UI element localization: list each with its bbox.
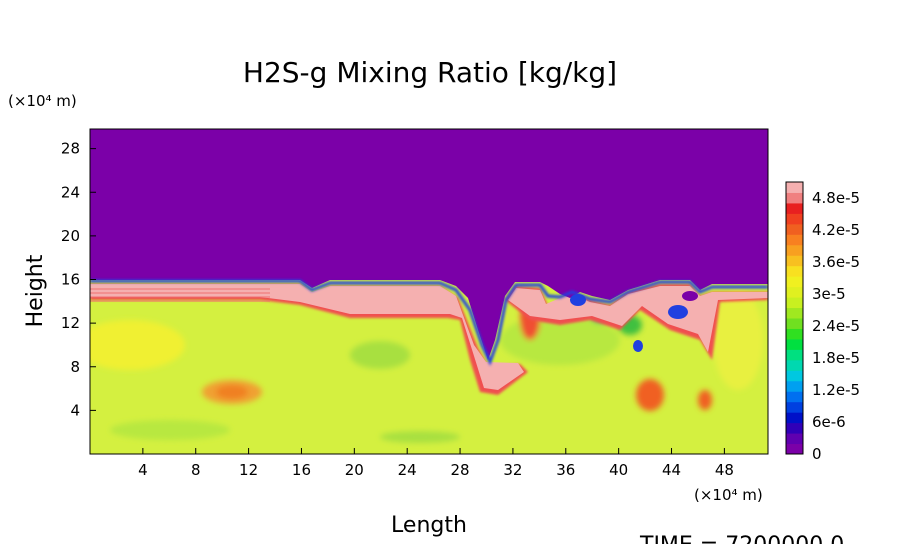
colorbar-segment	[786, 244, 803, 256]
colorbar-tick-label: 1.2e-5	[812, 381, 860, 399]
vortex-blob	[668, 305, 688, 319]
x-tick-label: 28	[451, 461, 470, 479]
x-tick-label: 44	[662, 461, 681, 479]
colorbar-tick-label: 6e-6	[812, 413, 846, 431]
vortex-blob	[682, 291, 698, 301]
y-tick-label: 12	[61, 314, 80, 332]
colorbar-segment	[786, 182, 803, 193]
colorbar-segment	[786, 276, 803, 288]
colorbar-segment	[786, 202, 803, 214]
y-tick-label: 28	[61, 140, 80, 158]
plot-frame	[89, 128, 769, 455]
interface-band-left	[90, 284, 524, 390]
colorbar-segment	[786, 359, 803, 371]
colorbar-segment	[786, 338, 803, 350]
colorbar-frame	[785, 181, 804, 455]
colorbar-tick-label: 3e-5	[812, 285, 846, 303]
colorbar-segment	[786, 286, 803, 298]
y-axis-ticks: 4 8 12 16 20 24 28	[61, 140, 96, 419]
colorbar-segment	[786, 192, 803, 204]
colorbar-tick-labels: 0 6e-6 1.2e-5 1.8e-5 2.4e-5 3e-5 3.6e-5 4.2e-5 4…	[812, 189, 860, 463]
vortex-blob	[633, 340, 643, 352]
colorbar-tick-label: 4.8e-5	[812, 189, 860, 207]
colorbar-tick-label: 1.8e-5	[812, 349, 860, 367]
colorbar-segment	[786, 297, 803, 309]
vortex-blob	[570, 294, 586, 306]
colorbar-segment	[786, 307, 803, 319]
colorbar-segment	[786, 401, 803, 413]
y-tick-label: 8	[70, 358, 80, 376]
colorbar-segment	[786, 349, 803, 361]
x-tick-label: 20	[345, 461, 364, 479]
lower-layer-texture	[90, 290, 763, 443]
colorbar-segment	[786, 433, 803, 445]
colorbar-segment	[786, 223, 803, 235]
time-label: TIME = 7200000.0	[639, 533, 844, 544]
colorbar	[785, 181, 804, 455]
y-tick-label: 16	[61, 271, 80, 289]
y-tick-label: 24	[61, 183, 80, 201]
x-tick-label: 36	[556, 461, 575, 479]
x-tick-label: 12	[239, 461, 258, 479]
interface-stripes	[90, 288, 270, 304]
colorbar-tick-label: 3.6e-5	[812, 253, 860, 271]
x-tick-label: 8	[191, 461, 201, 479]
chart-title: H2S-g Mixing Ratio [kg/kg]	[243, 56, 617, 89]
colorbar-segment	[786, 422, 803, 434]
colorbar-segment	[786, 213, 803, 225]
x-axis-label: Length	[391, 513, 467, 538]
upper-layer	[90, 129, 768, 360]
x-tick-label: 32	[503, 461, 522, 479]
y-axis-label: Height	[23, 254, 48, 327]
colorbar-segment	[786, 380, 803, 392]
x-axis-ticks: 4 8 12 16 20 24 28 32 36 40 44 48	[138, 448, 734, 479]
interface-blue-edge	[90, 279, 768, 366]
colorbar-tick-label: 4.2e-5	[812, 221, 860, 239]
y-tick-label: 4	[70, 401, 80, 419]
colorbar-segment	[786, 255, 803, 267]
y-axis-unit: (×10⁴ m)	[8, 92, 77, 110]
x-tick-label: 48	[715, 461, 734, 479]
colorbar-segment	[786, 318, 803, 329]
colorbar-segment	[786, 328, 803, 340]
colorbar-segment	[786, 234, 803, 246]
x-tick-label: 4	[138, 461, 148, 479]
colorbar-segment	[786, 412, 803, 424]
colorbar-segment	[786, 443, 803, 455]
y-tick-label: 20	[61, 227, 80, 245]
x-axis-unit: (×10⁴ m)	[694, 486, 763, 504]
colorbar-segment	[786, 265, 803, 277]
colorbar-tick-label: 2.4e-5	[812, 317, 860, 335]
x-tick-label: 40	[609, 461, 628, 479]
colorbar-segment	[786, 370, 803, 382]
x-tick-label: 16	[292, 461, 311, 479]
heatmap-field	[90, 129, 768, 454]
colorbar-segment	[786, 391, 803, 403]
x-tick-label: 24	[398, 461, 417, 479]
colorbar-tick-label: 0	[812, 445, 822, 463]
